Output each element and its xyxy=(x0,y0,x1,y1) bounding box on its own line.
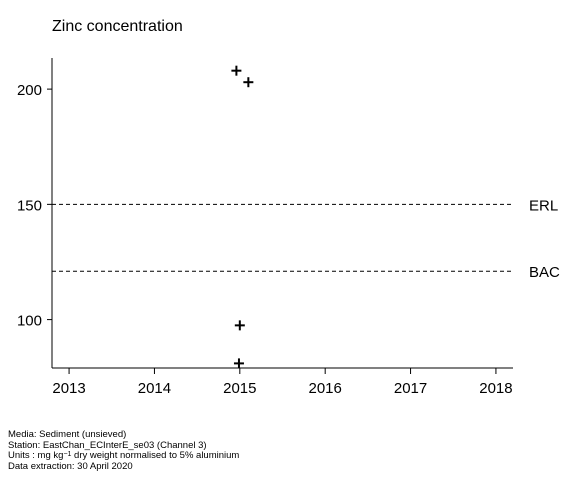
y-tick-label-200: 200 xyxy=(17,82,42,99)
footer-media: Media: Sediment (unsieved) xyxy=(8,429,127,440)
x-tick-label-2014: 2014 xyxy=(138,380,171,397)
footer-extraction: Data extraction: 30 April 2020 xyxy=(8,460,133,472)
data-point-4 xyxy=(233,358,244,369)
x-tick-label-2018: 2018 xyxy=(479,380,512,397)
x-tick-label-2016: 2016 xyxy=(308,380,341,397)
ref-label-bac: BAC xyxy=(529,264,560,281)
footer-units: Units : mg kg−1 dry weight normalised to… xyxy=(8,450,240,462)
chart-title: Zinc concentration xyxy=(52,18,183,35)
reference-lines: ERL BAC xyxy=(52,197,560,281)
x-tick-label-2017: 2017 xyxy=(394,380,427,397)
chart-footer: Media: Sediment (unsieved) Station: East… xyxy=(8,429,240,472)
footer-units-prefix: Units : mg kg xyxy=(8,450,64,462)
data-points xyxy=(231,65,254,369)
axes: 100 150 200 2013 2014 2015 2016 2017 2018 xyxy=(17,58,513,397)
ref-label-erl: ERL xyxy=(529,197,558,214)
footer-station: Station: EastChan_ECInterE_se03 (Channel… xyxy=(8,439,207,451)
x-tick-label-2015: 2015 xyxy=(223,380,256,397)
data-point-2 xyxy=(243,77,254,88)
y-tick-label-150: 150 xyxy=(17,197,42,214)
footer-units-suffix: dry weight normalised to 5% aluminium xyxy=(71,450,240,462)
data-point-3 xyxy=(234,320,245,331)
footer-units-exponent: −1 xyxy=(63,451,72,459)
data-point-1 xyxy=(231,65,242,76)
y-tick-label-100: 100 xyxy=(17,313,42,330)
x-tick-label-2013: 2013 xyxy=(52,380,85,397)
